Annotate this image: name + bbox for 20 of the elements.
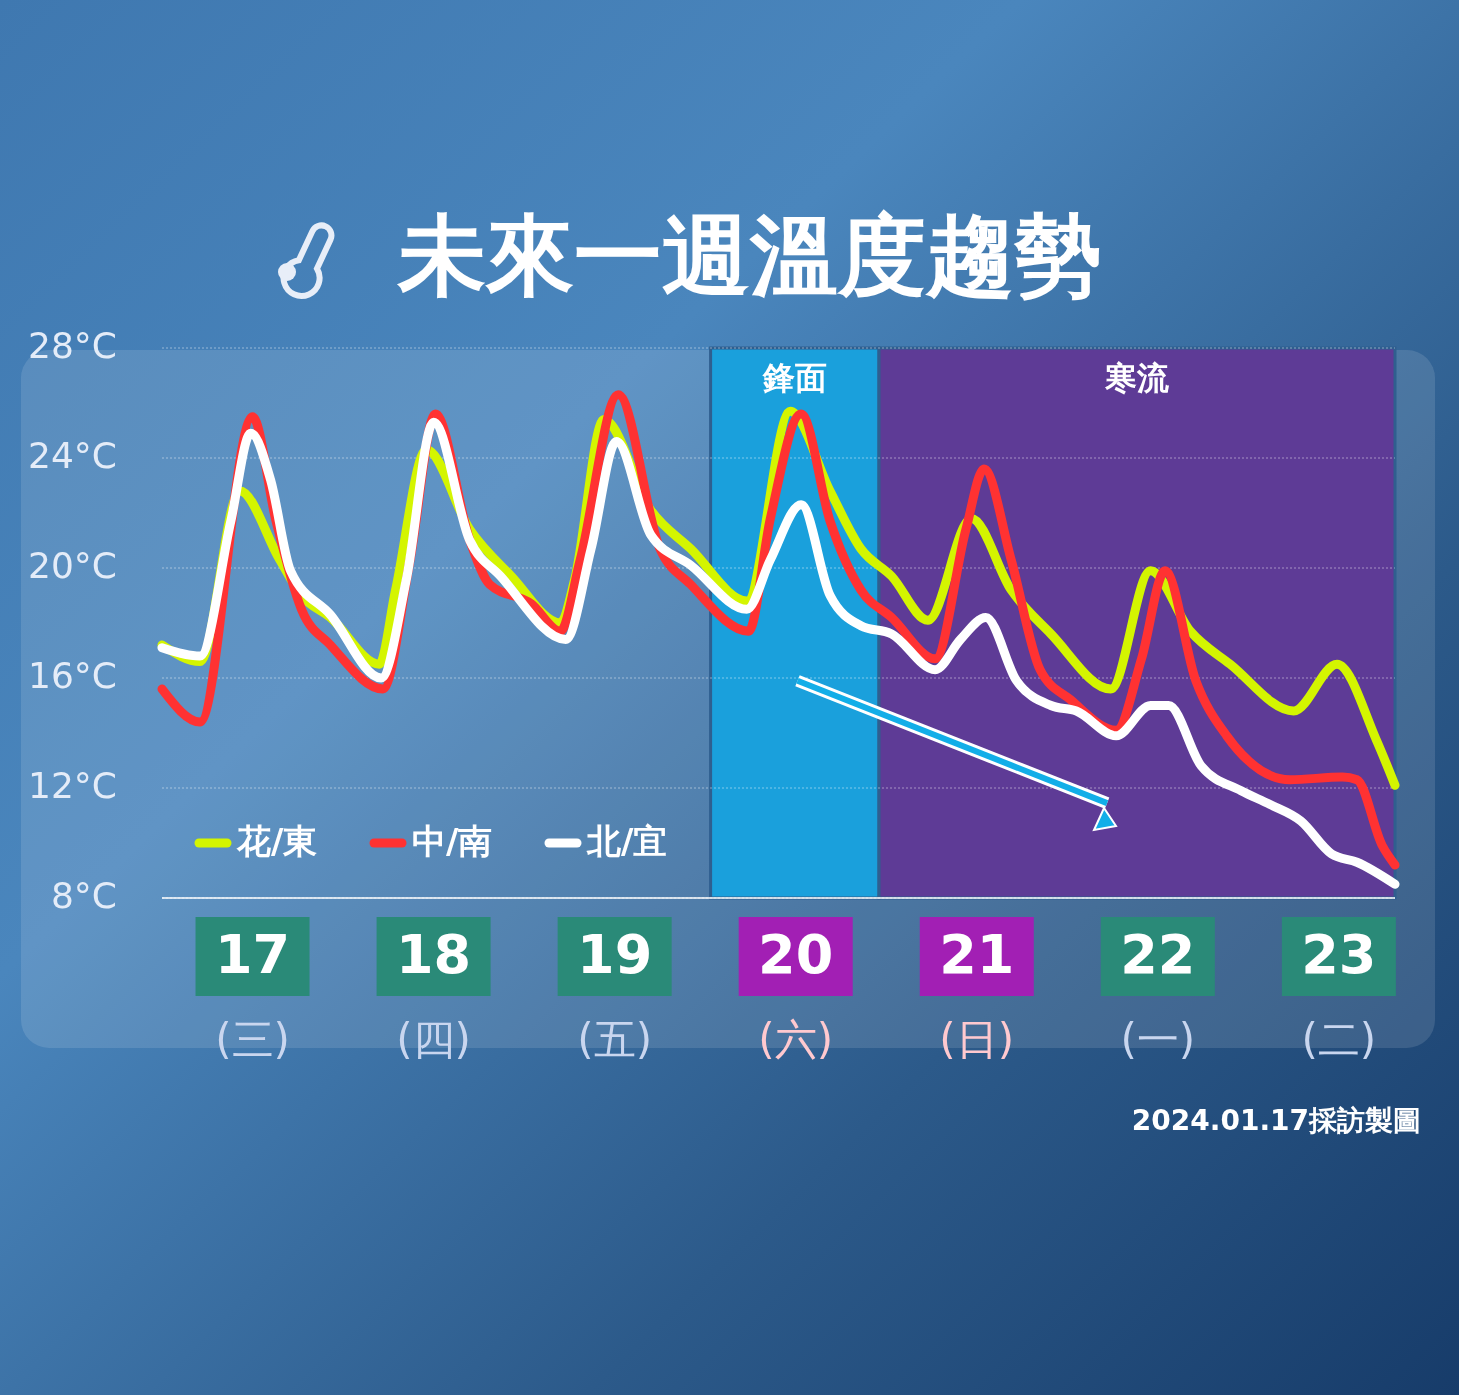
legend-label: 中/南 [412,820,493,861]
y-tick-label: 16°C [28,655,117,696]
legend-label: 花/東 [236,820,318,861]
x-tick-label: 22 (一) [1120,922,1196,1064]
x-tick-label: 20 (六) [758,922,834,1064]
x-tick-label: 19 (五) [577,922,653,1064]
x-tick-label: 17 (三) [214,922,291,1064]
chart-title: 未來一週溫度趨勢 [396,203,1102,307]
x-tick-label: 18 (四) [396,922,472,1064]
text: 2024.01.17採訪製圖 [1131,1104,1421,1137]
x-tick-label: 21 (日) [939,922,1015,1064]
y-tick-label: 8°C [50,875,117,916]
y-tick-label: 12°C [28,765,117,806]
legend-label: 北/宜 [586,820,668,861]
x-tick-label: 23 (二) [1301,922,1377,1064]
band-label: 鋒面 [761,359,827,397]
y-tick-label: 24°C [28,435,117,476]
y-tick-label: 28°C [28,325,117,366]
y-tick-label: 20°C [28,545,117,586]
band-label: 寒流 [1103,359,1170,397]
